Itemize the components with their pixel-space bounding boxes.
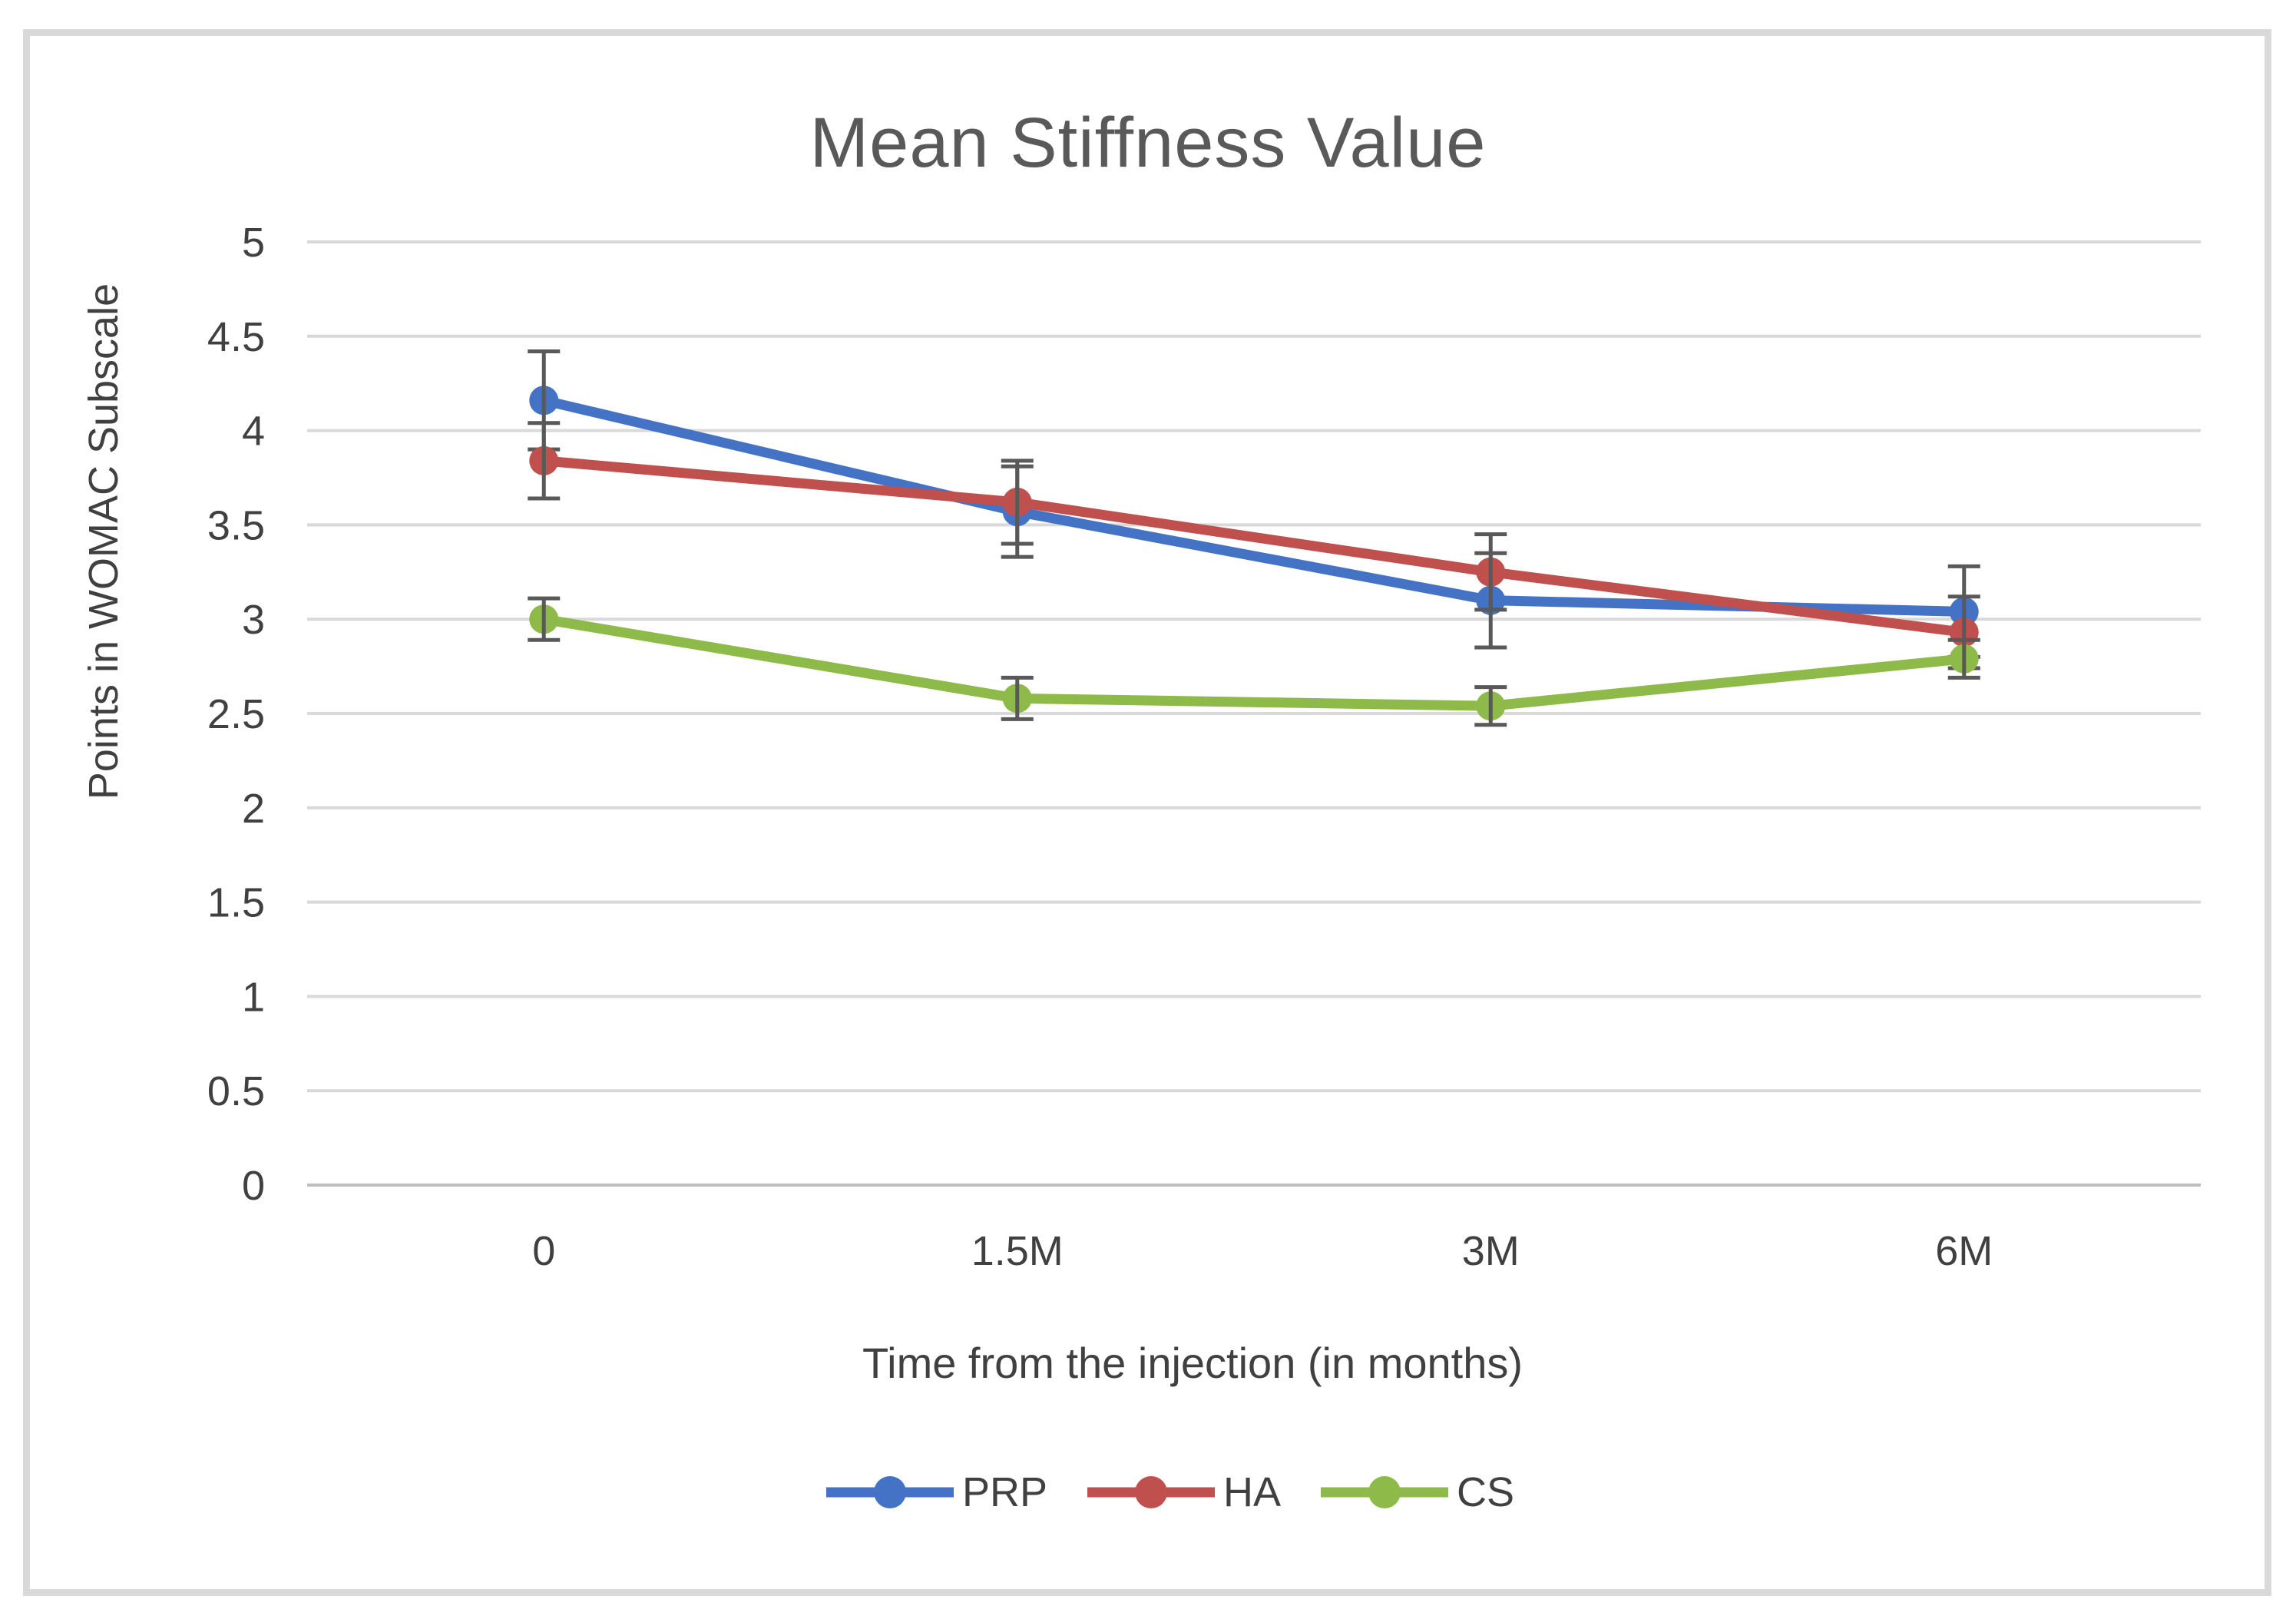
- series-line-HA: [538, 455, 1970, 637]
- y-tick-label-2: 2: [242, 786, 265, 832]
- chart-title: Mean Stiffness Value: [809, 104, 1487, 182]
- series-HA: [528, 421, 1980, 670]
- legend-item-cs[interactable]: CS: [1319, 1468, 1514, 1516]
- legend-label-cs: CS: [1457, 1469, 1515, 1515]
- y-axis-tick-labels: 5 4.5 4 3.5 3 2.5 2 1.5 1 0.5 0: [207, 220, 265, 1209]
- legend-marker-ha-icon: [1087, 1476, 1215, 1508]
- legend-marker-cs-icon: [1321, 1476, 1449, 1508]
- x-tick-label-0: 0: [532, 1228, 555, 1274]
- legend-label-ha: HA: [1223, 1469, 1282, 1515]
- y-axis-title: Points in WOMAC Subscale: [81, 283, 127, 800]
- y-tick-label-1: 1: [242, 974, 265, 1020]
- error-bar-HA-1.5M: [1001, 459, 1034, 546]
- legend-marker-prp-icon: [825, 1476, 954, 1508]
- gridlines: [307, 240, 2201, 1187]
- y-tick-label-4: 4: [242, 409, 265, 455]
- legend-item-ha[interactable]: HA: [1086, 1468, 1281, 1516]
- y-tick-label-2.5: 2.5: [207, 691, 265, 737]
- error-bar-HA-3M: [1474, 532, 1507, 612]
- x-tick-label-6M: 6M: [1935, 1228, 1993, 1274]
- error-bar-HA-0: [528, 421, 561, 501]
- y-tick-label-5: 5: [242, 220, 265, 266]
- error-bar-CS-1.5M: [1001, 675, 1034, 721]
- error-bar-CS-0: [528, 596, 561, 642]
- error-bar-CS-6M: [1947, 637, 1980, 680]
- series-CS: [528, 596, 1980, 727]
- error-bar-CS-3M: [1474, 685, 1507, 727]
- legend-label-prp: PRP: [961, 1469, 1047, 1515]
- x-tick-label-1.5M: 1.5M: [971, 1228, 1064, 1274]
- legend: PRP HA CS: [0, 1468, 2296, 1516]
- y-tick-label-1.5: 1.5: [207, 880, 265, 926]
- x-axis-tick-labels: 0 1.5M 3M 6M: [532, 1228, 1993, 1274]
- y-tick-label-0.5: 0.5: [207, 1068, 265, 1114]
- series-layer: [528, 349, 1980, 727]
- y-tick-label-3: 3: [242, 597, 265, 643]
- x-axis-title: Time from the injection (in months): [862, 1339, 1523, 1387]
- x-tick-label-3M: 3M: [1462, 1228, 1520, 1274]
- y-tick-label-3.5: 3.5: [207, 502, 265, 548]
- y-tick-label-0: 0: [242, 1163, 265, 1209]
- series-line-CS: [538, 614, 1970, 711]
- y-tick-label-4.5: 4.5: [207, 314, 265, 360]
- legend-item-prp[interactable]: PRP: [825, 1468, 1047, 1516]
